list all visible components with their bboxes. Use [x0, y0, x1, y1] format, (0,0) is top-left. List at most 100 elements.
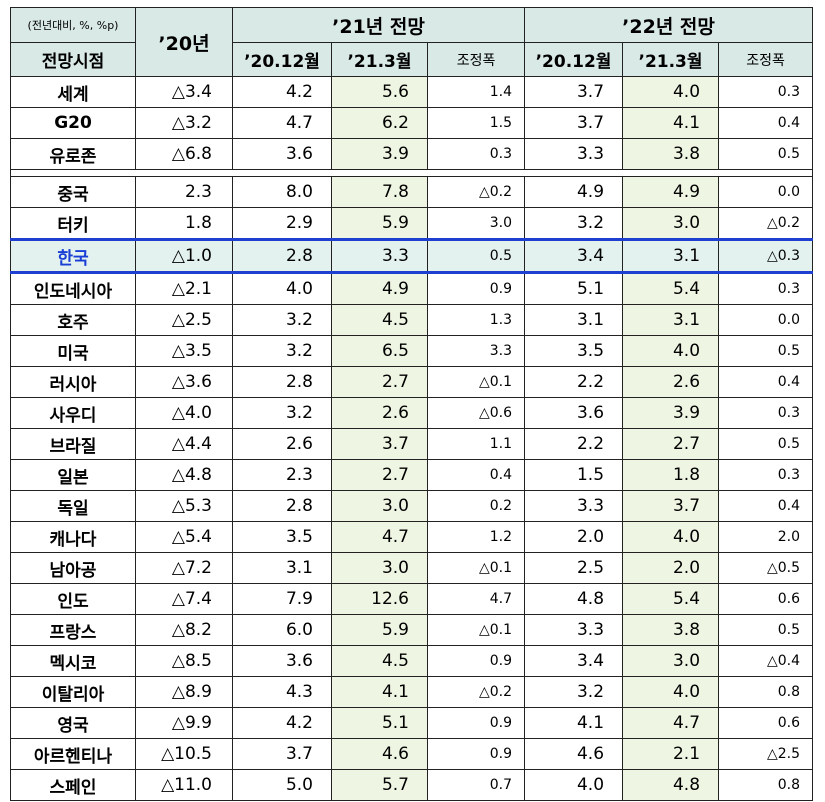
- table-row: 사우디 △4.0 3.2 2.6 △0.6 3.6 3.9 0.3: [10, 397, 814, 429]
- f22-dec-value: 3.4: [524, 238, 624, 274]
- table-row: 유로존 △6.8 3.6 3.9 0.3 3.3 3.8 0.5: [10, 138, 814, 170]
- f21-adj-value: 1.2: [426, 521, 526, 553]
- f22-dec-value: 4.9: [524, 176, 624, 208]
- y20-value: 1.8: [135, 207, 233, 240]
- table-row: 인도네시아 △2.1 4.0 4.9 0.9 5.1 5.4 0.3: [10, 272, 814, 305]
- f22-adj-value: 0.5: [718, 138, 814, 170]
- f21-dec-value: 3.2: [232, 304, 332, 336]
- f22-dec-value: 2.2: [524, 428, 624, 460]
- table-row: 스페인 △11.0 5.0 5.7 0.7 4.0 4.8 0.8: [10, 769, 814, 801]
- header-row-2: 전망시점 ’20.12월 ’21.3월 조정폭 ’20.12월 ’21.3월 조…: [10, 42, 814, 77]
- country-name: 세계: [10, 76, 136, 108]
- f21-adj-value: 0.9: [426, 738, 526, 770]
- f21-mar-value: 4.5: [331, 645, 428, 677]
- table-row: 터키 1.8 2.9 5.9 3.0 3.2 3.0 △0.2: [10, 207, 814, 240]
- f22-mar-value: 3.0: [622, 645, 720, 677]
- separator-cell: [9, 169, 814, 177]
- f21-dec-value: 2.6: [232, 428, 332, 460]
- f21-dec-value: 4.0: [232, 272, 332, 305]
- f22-dec-value: 1.5: [524, 459, 624, 491]
- f22-dec-value: 3.3: [524, 490, 624, 522]
- table-row: 세계 △3.4 4.2 5.6 1.4 3.7 4.0 0.3: [10, 76, 814, 108]
- f21-dec-value: 3.1: [232, 552, 332, 584]
- f21-dec-value: 4.7: [232, 107, 332, 139]
- y20-value: △4.8: [135, 459, 233, 491]
- f21-adj-value: 1.5: [426, 107, 526, 139]
- f21-dec-value: 3.5: [232, 521, 332, 553]
- y20-value: △6.8: [135, 138, 233, 170]
- f22-dec-value: 4.1: [524, 707, 624, 739]
- table-row: 아르헨티나 △10.5 3.7 4.6 0.9 4.6 2.1 △2.5: [10, 738, 814, 770]
- table-row: 인도 △7.4 7.9 12.6 4.7 4.8 5.4 0.6: [10, 583, 814, 615]
- f22-mar-value: 4.7: [622, 707, 720, 739]
- y20-value: 2.3: [135, 176, 233, 208]
- f22-mar-value: 3.1: [622, 238, 720, 274]
- country-name: 멕시코: [10, 645, 136, 677]
- f22-adj-value: 0.3: [718, 397, 814, 429]
- country-name: 스페인: [10, 769, 136, 801]
- f21-adj-value: 0.9: [426, 272, 526, 305]
- f22-dec-value: 3.5: [524, 335, 624, 367]
- forecast21-header: ’21년 전망: [231, 7, 526, 43]
- f21-mar-value: 12.6: [331, 583, 428, 615]
- f21-dec-value: 3.6: [232, 645, 332, 677]
- f21-mar-value: 3.3: [331, 238, 428, 274]
- f22-adj-value: △0.2: [718, 207, 814, 240]
- y20-value: △2.5: [135, 304, 233, 336]
- table-row: 중국 2.3 8.0 7.8 △0.2 4.9 4.9 0.0: [10, 176, 814, 208]
- f21-mar-value: 4.5: [331, 304, 428, 336]
- country-name: G20: [10, 107, 136, 139]
- f22-mar-value: 1.8: [622, 459, 720, 491]
- f22-adj-value: 0.4: [718, 490, 814, 522]
- table-row: G20 △3.2 4.7 6.2 1.5 3.7 4.1 0.4: [10, 107, 814, 139]
- f21-mar-value: 6.2: [331, 107, 428, 139]
- y20-value: △7.4: [135, 583, 233, 615]
- y20-value: △4.0: [135, 397, 233, 429]
- f21-mar-value: 5.6: [331, 76, 428, 108]
- f21-dec-value: 3.7: [232, 738, 332, 770]
- country-name: 중국: [10, 176, 136, 208]
- f21-adj-value: 3.0: [426, 207, 526, 240]
- y20-value: △3.5: [135, 335, 233, 367]
- f22-dec-value: 3.7: [524, 107, 624, 139]
- f21-dec-value: 4.3: [232, 676, 332, 708]
- table-row: 일본 △4.8 2.3 2.7 0.4 1.5 1.8 0.3: [10, 459, 814, 491]
- f22-mar-value: 5.4: [622, 272, 720, 305]
- y20-value: △4.4: [135, 428, 233, 460]
- y20-value: △5.3: [135, 490, 233, 522]
- f22-adj-value: △0.4: [718, 645, 814, 677]
- f21-adj-value: 0.3: [426, 138, 526, 170]
- f21-mar-value: 4.6: [331, 738, 428, 770]
- y20-value: △5.4: [135, 521, 233, 553]
- f22-mar-value: 2.7: [622, 428, 720, 460]
- table-row: 캐나다 △5.4 3.5 4.7 1.2 2.0 4.0 2.0: [10, 521, 814, 553]
- f21-adj-value: 4.7: [426, 583, 526, 615]
- row-label-header: 전망시점: [10, 42, 136, 77]
- f21-dec-value: 4.2: [232, 76, 332, 108]
- country-name: 이탈리아: [10, 676, 136, 708]
- f22-mar-value: 4.8: [622, 769, 720, 801]
- f21-mar-value: 4.9: [331, 272, 428, 305]
- y20-value: △1.0: [135, 238, 233, 274]
- f21-dec-value: 6.0: [232, 614, 332, 646]
- table-row: 브라질 △4.4 2.6 3.7 1.1 2.2 2.7 0.5: [10, 428, 814, 460]
- f22-mar-value: 3.8: [622, 614, 720, 646]
- f21-dec-value: 4.2: [232, 707, 332, 739]
- f21-dec-value: 8.0: [232, 176, 332, 208]
- f22-mar-value: 4.1: [622, 107, 720, 139]
- col21-mar-header: ’21.3월: [331, 42, 428, 77]
- f21-dec-value: 2.3: [232, 459, 332, 491]
- f21-adj-value: △0.1: [426, 552, 526, 584]
- y20-value: △7.2: [135, 552, 233, 584]
- forecast-table-container: (전년대비, %, %p) ’20년 ’21년 전망 ’22년 전망 전망시점 …: [9, 7, 814, 801]
- f21-mar-value: 3.7: [331, 428, 428, 460]
- table-row: 독일 △5.3 2.8 3.0 0.2 3.3 3.7 0.4: [10, 490, 814, 522]
- f21-adj-value: 1.4: [426, 76, 526, 108]
- f21-adj-value: △0.1: [426, 614, 526, 646]
- f22-dec-value: 2.2: [524, 366, 624, 398]
- table-row: 프랑스 △8.2 6.0 5.9 △0.1 3.3 3.8 0.5: [10, 614, 814, 646]
- f22-adj-value: 0.5: [718, 428, 814, 460]
- country-name: 한국: [10, 238, 136, 274]
- table-row: 한국 △1.0 2.8 3.3 0.5 3.4 3.1 △0.3: [10, 238, 814, 274]
- f21-adj-value: 1.1: [426, 428, 526, 460]
